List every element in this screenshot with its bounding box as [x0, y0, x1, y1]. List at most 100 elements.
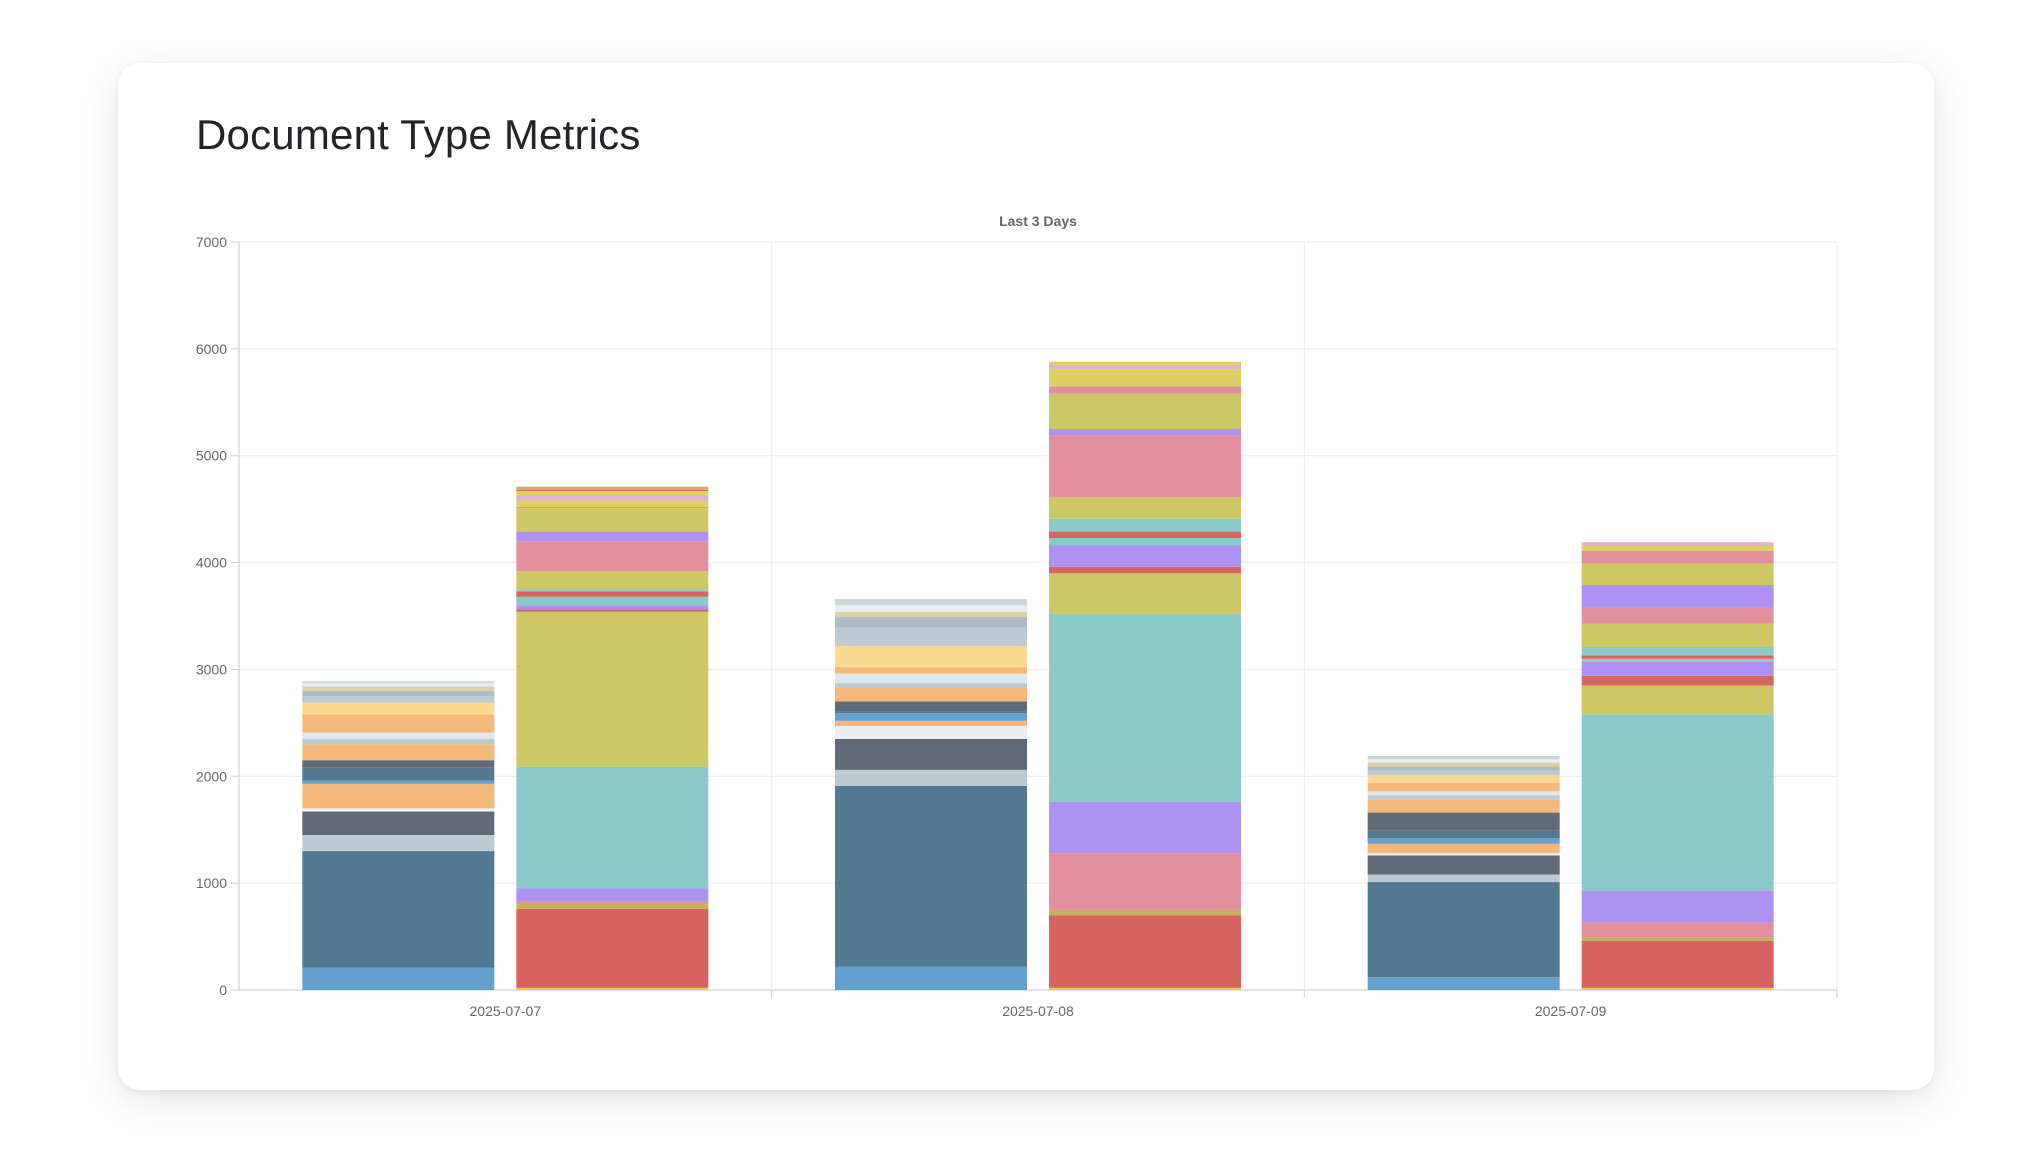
bar-segment-2025-07-07-b-2: [516, 903, 709, 909]
y-tick-label: 6000: [196, 341, 227, 357]
x-tick-label: 2025-07-07: [470, 1003, 542, 1019]
bar-segment-2025-07-08-a-6: [835, 713, 1027, 721]
bar-segment-2025-07-08-b-5: [1049, 613, 1241, 802]
bar-segment-2025-07-07-b-13: [516, 541, 709, 572]
bar-segment-2025-07-07-a-8: [302, 760, 495, 768]
bar-segment-2025-07-08-b-6: [1049, 573, 1241, 614]
chart-container: Last 3 Days 0 1000 2000 3000 4000 5000 6000 7000…: [118, 63, 1934, 1090]
bar-segment-2025-07-07-b-11: [516, 589, 709, 592]
bar-segment-2025-07-09-b-5: [1581, 714, 1774, 891]
bar-segment-2025-07-08-a-10: [835, 683, 1027, 688]
bar-segment-2025-07-09-b-13: [1581, 607, 1774, 624]
bar-segment-2025-07-08-a-3: [835, 738, 1027, 770]
bar-segment-2025-07-07-b-4: [516, 888, 709, 902]
bar-segment-2025-07-08-a-2: [835, 769, 1027, 786]
bar-segment-2025-07-08-a-14: [835, 627, 1027, 646]
bar-segment-2025-07-09-b-18: [1581, 542, 1774, 546]
bar-segment-2025-07-07-a-6: [302, 780, 495, 784]
bar-segment-2025-07-09-b-4: [1581, 890, 1774, 923]
bar-segment-2025-07-08-a-8: [835, 701, 1027, 712]
bar-segment-2025-07-07-b-8: [516, 605, 709, 610]
bar-segment-2025-07-07-a-11: [302, 732, 495, 739]
bar-segment-2025-07-08-a-1: [835, 785, 1027, 967]
bar-segment-2025-07-07-a-18: [302, 681, 495, 684]
bar-segment-2025-07-08-b-11: [1049, 518, 1241, 532]
bar-segment-2025-07-07-b-21: [516, 486, 709, 490]
bar-segment-2025-07-07-b-16: [516, 507, 709, 509]
bar-segment-2025-07-07-b-19: [516, 490, 709, 496]
bar-segment-2025-07-07-b-6: [516, 611, 709, 767]
bar-segment-2025-07-09-b-17: [1581, 545, 1774, 551]
bar-segment-2025-07-09-b-15: [1581, 563, 1774, 586]
bar-segment-2025-07-07-a-0: [302, 967, 495, 990]
bar-segment-2025-07-07-b-1: [516, 908, 709, 988]
y-tick-label: 0: [219, 982, 227, 998]
bar-segment-2025-07-08-a-0: [835, 966, 1027, 990]
bar-segment-2025-07-08-b-18: [1049, 364, 1241, 370]
y-tick-label: 2000: [196, 768, 227, 784]
bar-segment-2025-07-09-a-14: [1367, 770, 1560, 776]
bar-segment-2025-07-09-a-2: [1367, 874, 1560, 883]
bar-segment-2025-07-07-b-0: [516, 987, 709, 990]
x-tick-label: 2025-07-09: [1535, 1003, 1607, 1019]
bar-segment-2025-07-08-b-7: [1049, 566, 1241, 574]
y-tick-label: 3000: [196, 661, 227, 677]
bar-segment-2025-07-09-b-16: [1581, 550, 1774, 564]
bar-segment-2025-07-08-a-12: [835, 667, 1027, 674]
bar-segment-2025-07-07-a-5: [302, 783, 495, 809]
bar-segment-2025-07-09-b-11: [1581, 646, 1774, 656]
bar-segment-2025-07-08-b-12: [1049, 497, 1241, 519]
bar-segment-2025-07-08-a-13: [835, 645, 1027, 668]
bar-segment-2025-07-08-b-15: [1049, 393, 1241, 429]
bar-segment-2025-07-09-b-0: [1581, 987, 1774, 990]
bar-segment-2025-07-09-a-10: [1367, 795, 1560, 800]
bar-segment-2025-07-07-a-13: [302, 702, 495, 715]
bar-segment-2025-07-09-b-8: [1581, 661, 1774, 676]
bar-segment-2025-07-08-a-17: [835, 605, 1027, 612]
bar-segment-2025-07-09-b-9: [1581, 658, 1774, 662]
bar-segment-2025-07-08-b-17: [1049, 369, 1241, 387]
bar-segment-2025-07-09-a-11: [1367, 791, 1560, 796]
bar-segment-2025-07-09-a-16: [1367, 762, 1560, 767]
bar-segment-2025-07-07-a-15: [302, 690, 495, 697]
bar-segment-2025-07-07-b-20: [516, 489, 709, 491]
bar-segment-2025-07-08-b-9: [1049, 537, 1241, 546]
bar-segment-2025-07-08-b-2: [1049, 909, 1241, 916]
bar-segment-2025-07-08-b-14: [1049, 429, 1241, 436]
bar-segment-2025-07-07-a-1: [302, 851, 495, 968]
bar-segment-2025-07-09-b-14: [1581, 585, 1774, 608]
bar-segment-2025-07-07-b-18: [516, 495, 709, 501]
bar-segment-2025-07-08-b-19: [1049, 361, 1241, 365]
bar-segment-2025-07-08-b-16: [1049, 386, 1241, 394]
bar-segment-2025-07-08-a-16: [835, 611, 1027, 618]
bar-segment-2025-07-07-a-10: [302, 738, 495, 745]
bar-segment-2025-07-08-b-1: [1049, 915, 1241, 988]
bar-segment-2025-07-09-a-6: [1367, 838, 1560, 844]
bar-segment-2025-07-07-a-3: [302, 811, 495, 836]
bar-segment-2025-07-08-a-7: [835, 711, 1027, 714]
bar-segment-2025-07-07-b-10: [516, 591, 709, 597]
bar-segment-2025-07-07-b-5: [516, 766, 709, 889]
bar-segment-2025-07-09-b-7: [1581, 675, 1774, 686]
bar-segment-2025-07-07-a-16: [302, 686, 495, 691]
bar-segment-2025-07-08-a-5: [835, 720, 1027, 727]
x-tick-label: 2025-07-08: [1002, 1003, 1074, 1019]
chart-title: Last 3 Days: [999, 213, 1077, 229]
bar-segment-2025-07-07-b-12: [516, 571, 709, 590]
y-tick-label: 1000: [196, 875, 227, 891]
bar-segment-2025-07-08-b-0: [1049, 987, 1241, 990]
bar-segment-2025-07-09-a-13: [1367, 775, 1560, 783]
bar-segment-2025-07-07-b-15: [516, 508, 709, 532]
bar-segment-2025-07-07-a-17: [302, 683, 495, 687]
bar-segment-2025-07-08-a-11: [835, 673, 1027, 684]
y-tick-label: 7000: [196, 234, 227, 250]
stacked-bar-chart: Last 3 Days 0 1000 2000 3000 4000 5000 6000 7000…: [196, 213, 1838, 1019]
bar-segment-2025-07-08-a-4: [835, 726, 1027, 739]
bar-segment-2025-07-07-a-2: [302, 835, 495, 852]
bar-segment-2025-07-08-b-8: [1049, 545, 1241, 567]
bar-segment-2025-07-09-b-6: [1581, 685, 1774, 715]
bar-segment-2025-07-09-a-0: [1367, 977, 1560, 990]
bar-segment-2025-07-09-b-2: [1581, 937, 1774, 941]
bar-segment-2025-07-09-a-15: [1367, 766, 1560, 771]
bar-segment-2025-07-09-a-3: [1367, 855, 1560, 875]
